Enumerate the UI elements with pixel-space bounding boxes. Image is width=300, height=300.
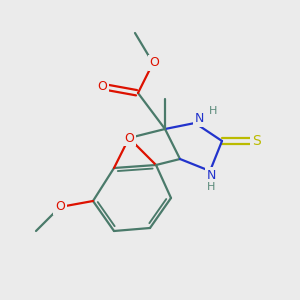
- Text: O: O: [97, 80, 107, 94]
- Text: H: H: [207, 182, 216, 193]
- Text: N: N: [207, 169, 216, 182]
- Text: O: O: [55, 200, 65, 214]
- Text: S: S: [252, 134, 261, 148]
- Text: H: H: [209, 106, 217, 116]
- Text: N: N: [195, 112, 204, 125]
- Text: O: O: [150, 56, 159, 70]
- Text: O: O: [124, 131, 134, 145]
